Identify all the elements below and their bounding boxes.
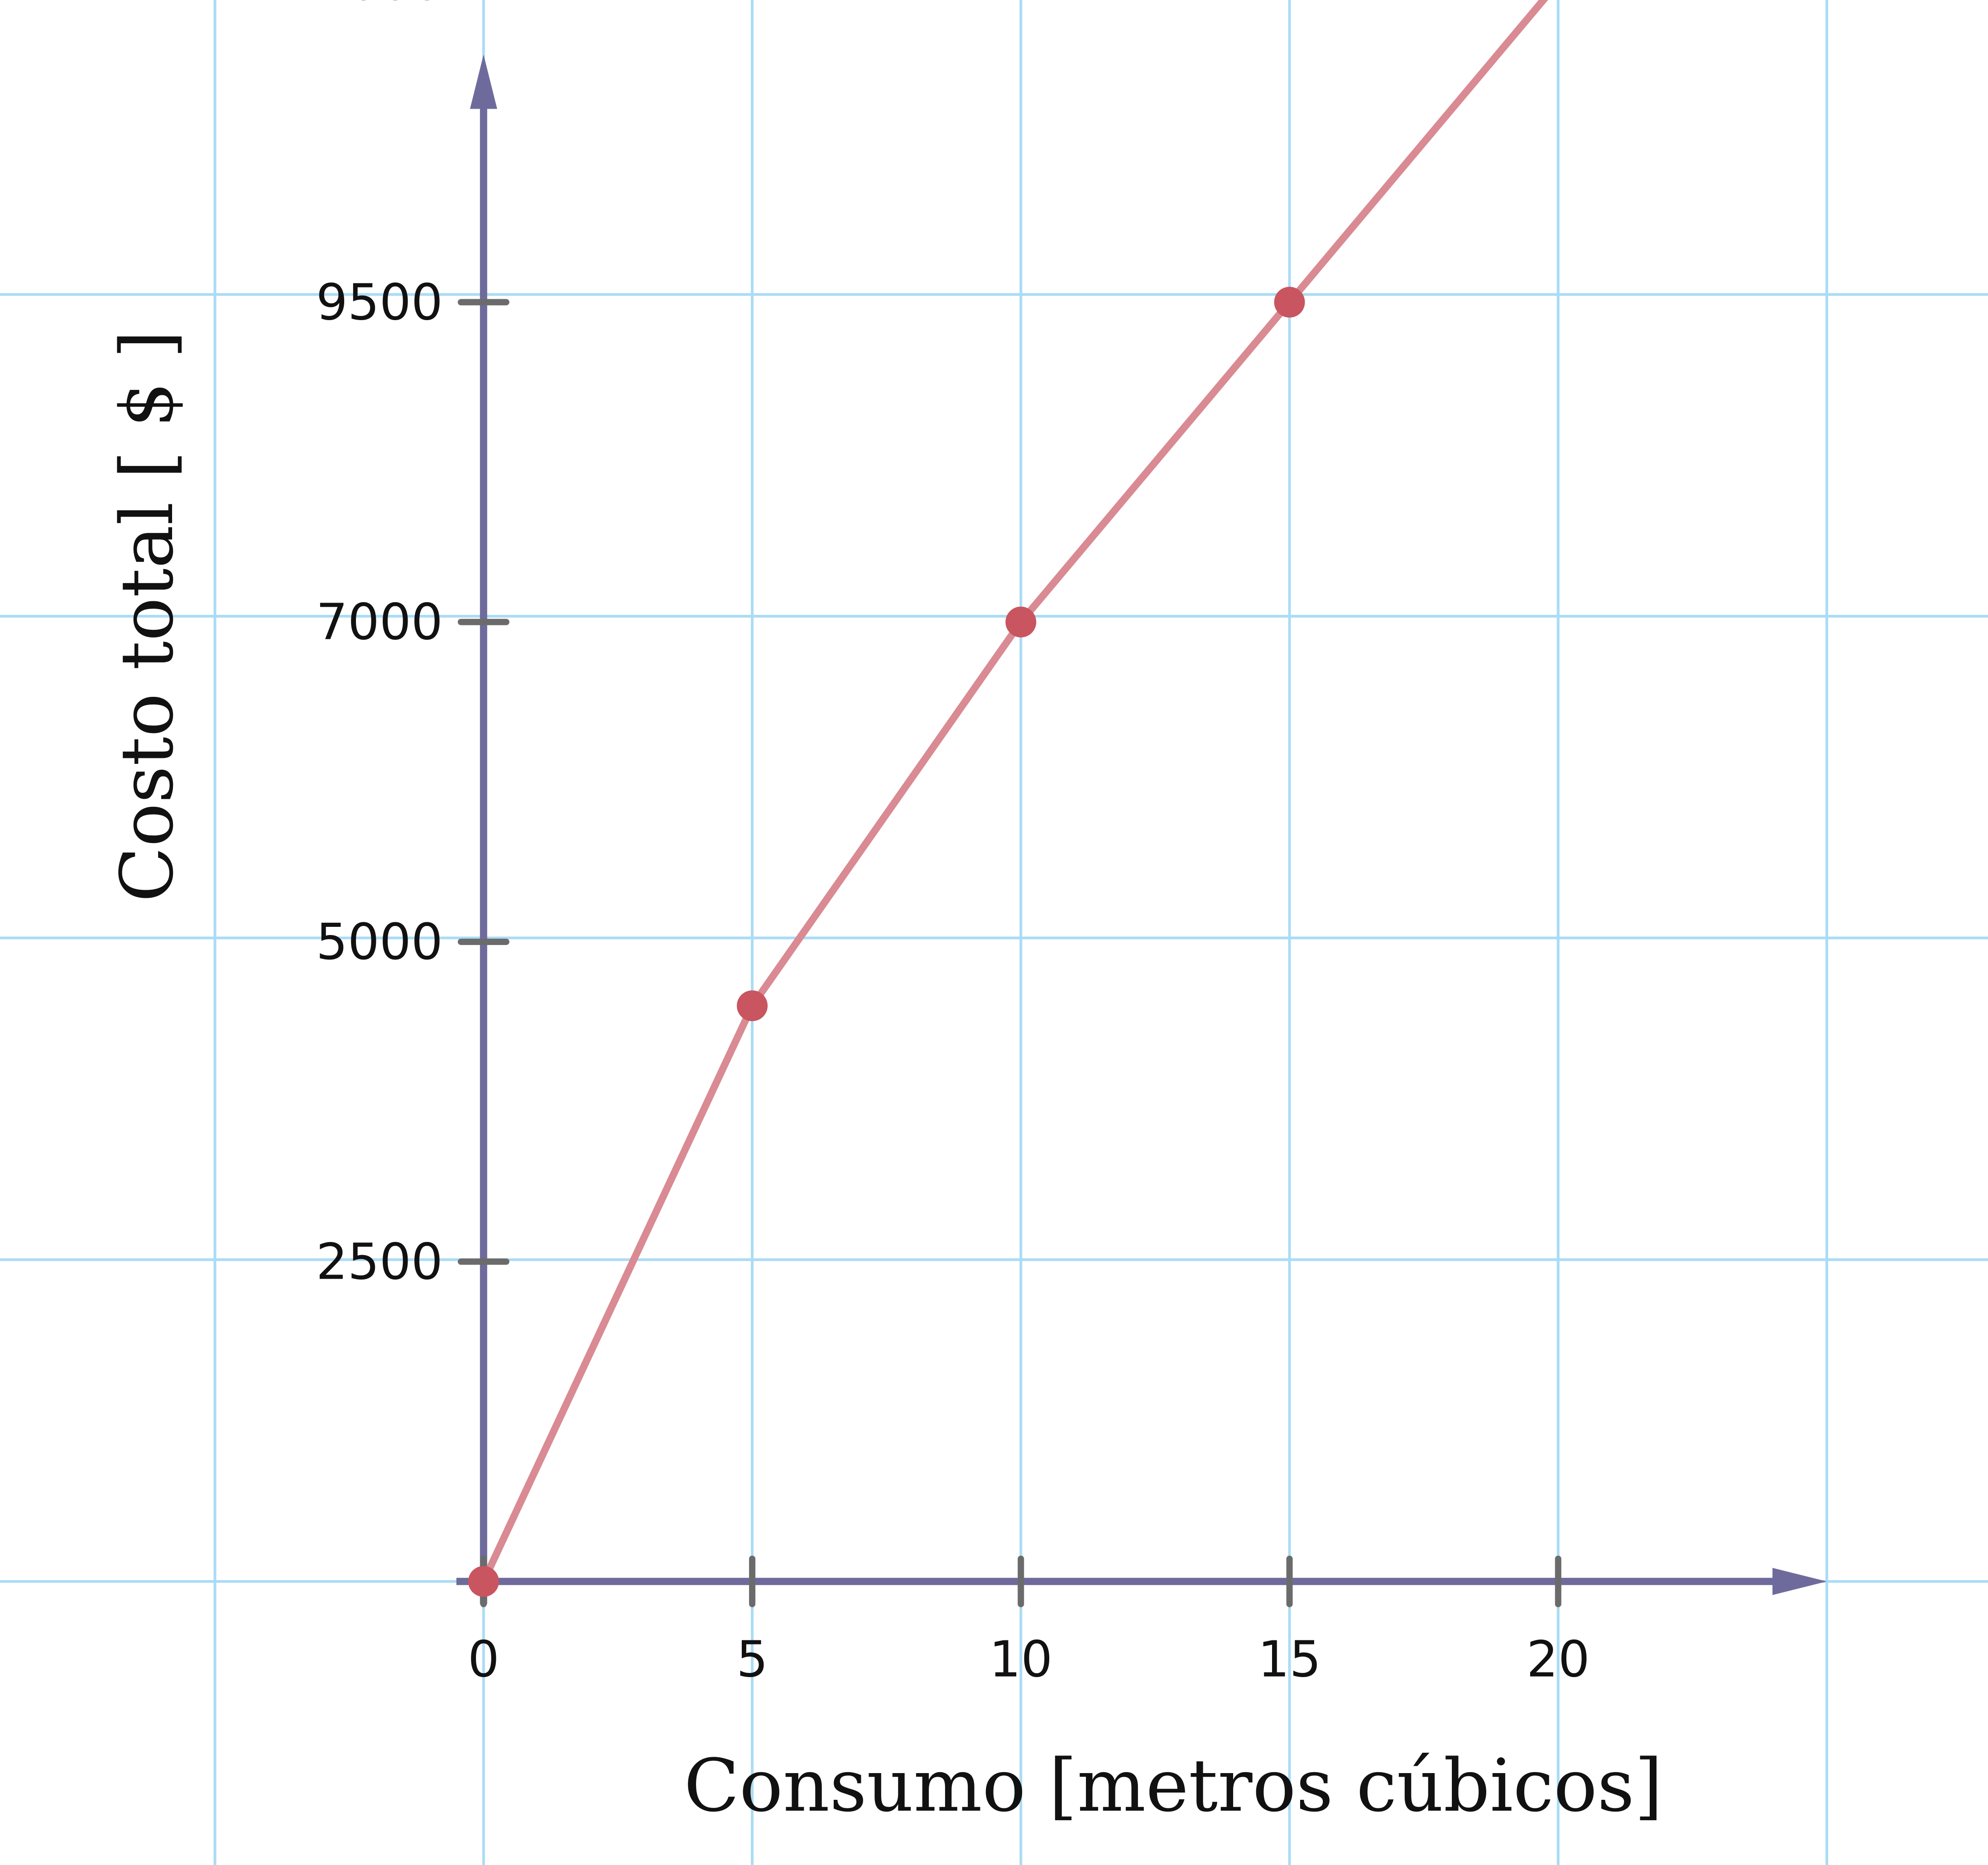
data-point bbox=[1005, 606, 1037, 638]
x-axis-arrow bbox=[1772, 1568, 1827, 1595]
y-tick-label: 2500 bbox=[316, 1232, 443, 1290]
tick-marks bbox=[457, 299, 1561, 1607]
y-axis-title: Costo total [ $ ] bbox=[105, 330, 189, 902]
tick-labels: 0 5 10 15 20 2500 5000 7000 9500 12000 bbox=[284, 0, 1590, 1688]
data-point bbox=[468, 1566, 499, 1597]
x-tick-label: 20 bbox=[1527, 1630, 1590, 1688]
x-tick-label: 15 bbox=[1258, 1630, 1321, 1688]
data-point bbox=[737, 990, 768, 1021]
y-tick-label: 12000 bbox=[284, 0, 443, 11]
y-tick-label: 7000 bbox=[316, 593, 443, 651]
x-tick-label: 5 bbox=[736, 1630, 768, 1688]
data-series bbox=[468, 0, 1548, 1597]
axes bbox=[456, 54, 1827, 1604]
x-tick-label: 10 bbox=[989, 1630, 1052, 1688]
y-tick-label: 5000 bbox=[316, 913, 443, 971]
data-point bbox=[1274, 287, 1305, 318]
y-tick-label: 9500 bbox=[316, 273, 443, 331]
y-axis-arrow bbox=[470, 54, 497, 109]
x-tick-label: 0 bbox=[468, 1630, 499, 1688]
x-axis-title: Consumo [metros cúbicos] bbox=[684, 1743, 1662, 1828]
